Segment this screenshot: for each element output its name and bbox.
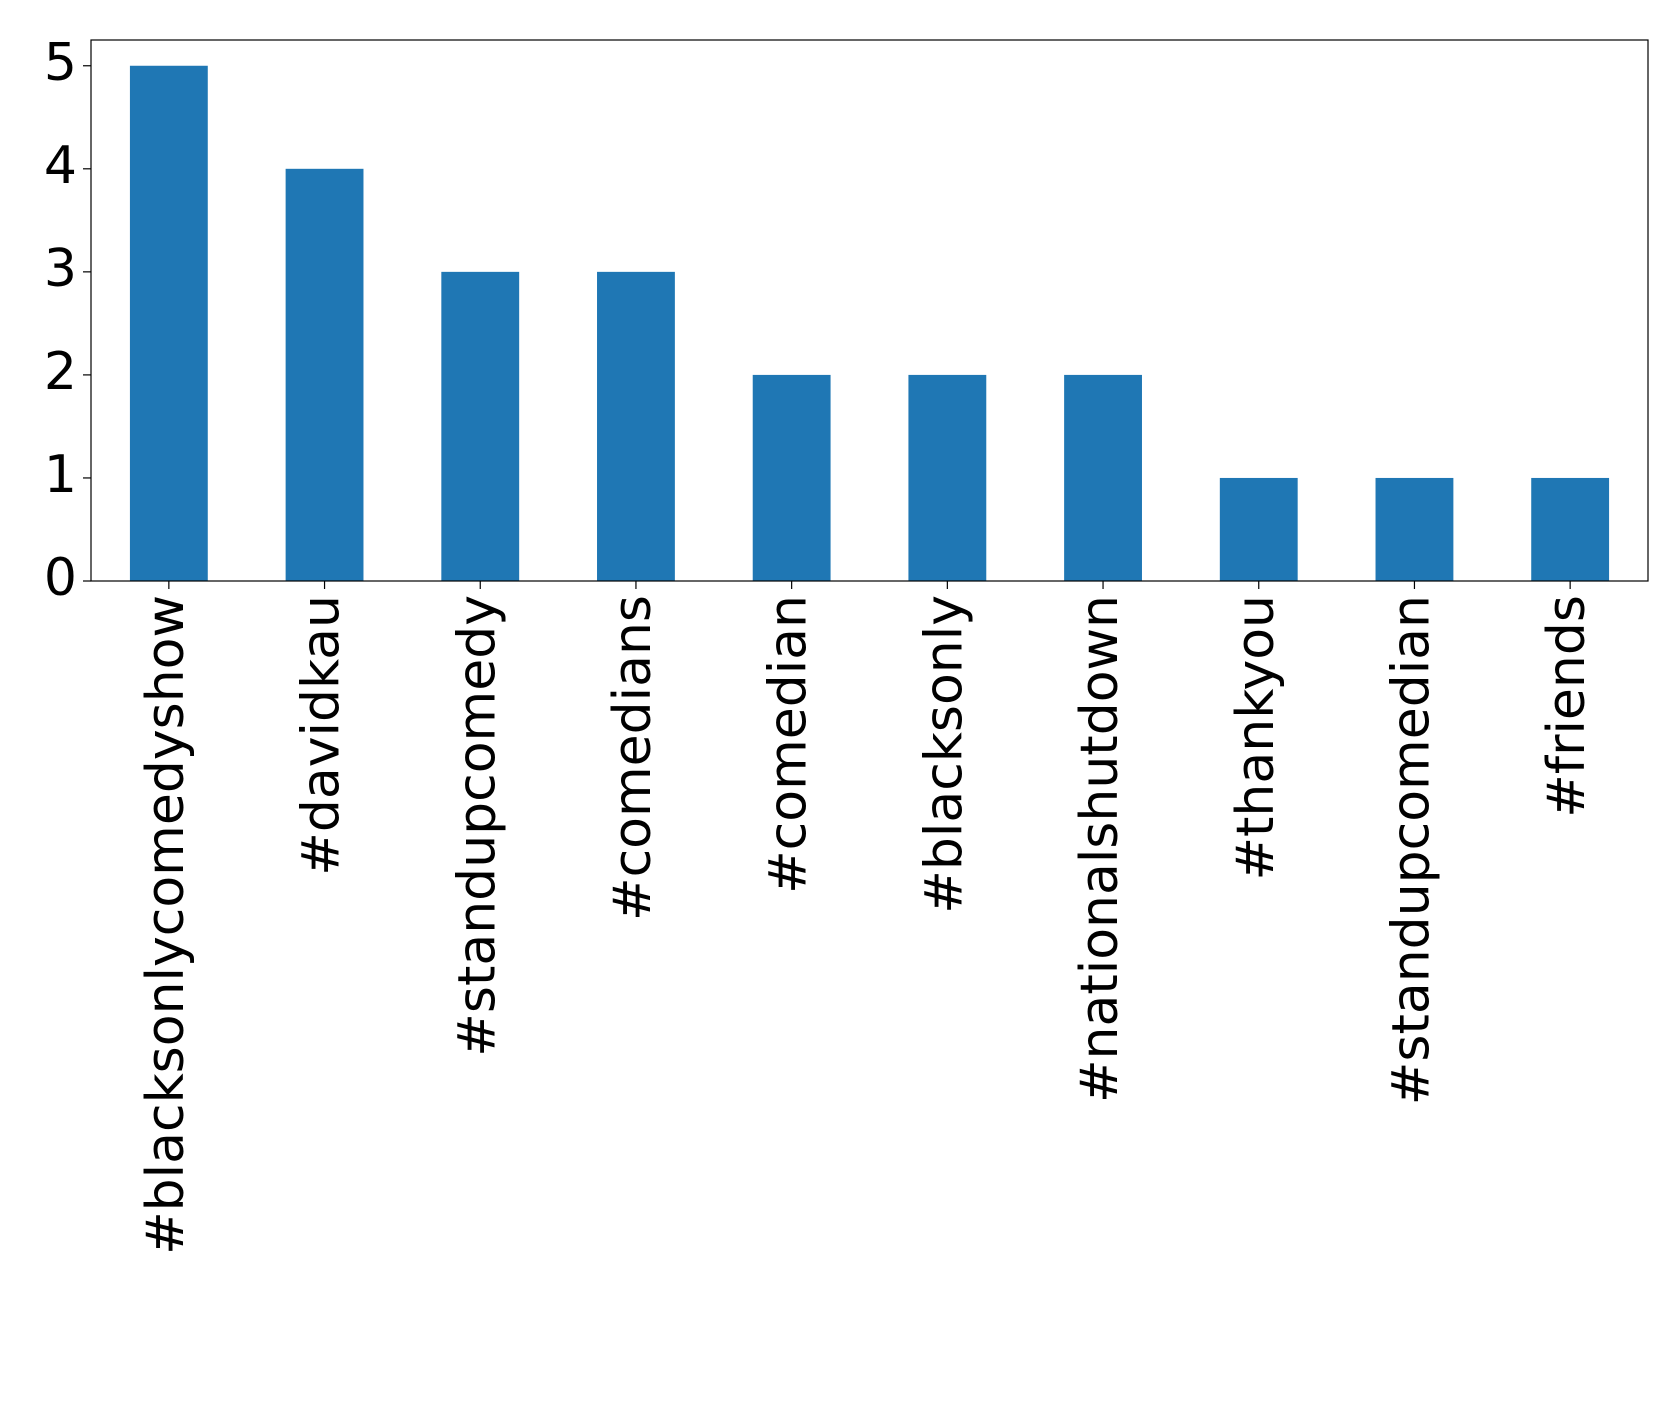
plot-frame xyxy=(90,39,1649,582)
bar xyxy=(597,271,675,581)
x-tick-label: #davidkau xyxy=(292,595,352,876)
bar xyxy=(1375,477,1454,581)
x-tick-label: #comedians xyxy=(603,595,663,921)
x-tick-label: #thankyou xyxy=(1226,595,1286,881)
x-tick-label: #blacksonlycomedyshow xyxy=(136,595,196,1255)
x-tick-label: #blacksonly xyxy=(914,595,974,914)
bar xyxy=(1531,477,1610,581)
y-tick-label: 3 xyxy=(44,239,77,299)
x-tick-label: #standupcomedian xyxy=(1381,595,1441,1105)
bar xyxy=(129,65,208,581)
x-tick-label: #nationalshutdown xyxy=(1070,595,1130,1103)
bar xyxy=(441,271,520,581)
x-tick-label: #friends xyxy=(1537,595,1597,818)
bar xyxy=(1219,477,1298,581)
y-tick-label: 5 xyxy=(44,33,77,93)
x-tick-label: #standupcomedy xyxy=(447,595,507,1057)
bar xyxy=(1064,374,1142,581)
y-tick-label: 1 xyxy=(44,445,77,505)
x-tick-label: #comedian xyxy=(759,595,819,894)
y-tick-label: 0 xyxy=(44,548,77,608)
y-tick-label: 4 xyxy=(44,136,77,196)
y-tick-label: 2 xyxy=(44,342,77,402)
bar xyxy=(908,374,987,581)
bar xyxy=(285,168,364,582)
bar xyxy=(752,374,831,581)
